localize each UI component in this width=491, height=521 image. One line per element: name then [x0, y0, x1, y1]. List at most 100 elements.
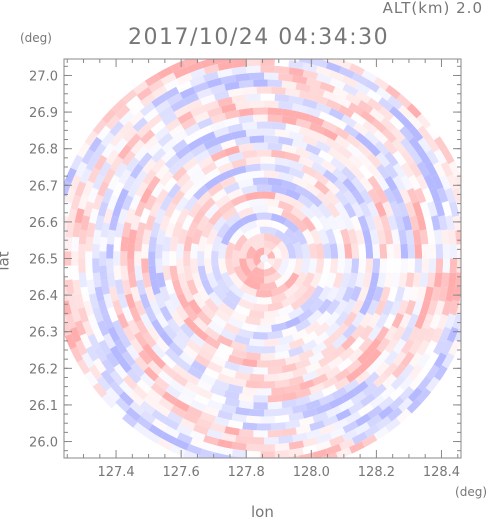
scan-cell	[319, 81, 336, 94]
scan-cell	[284, 316, 302, 329]
scan-cell	[312, 448, 329, 458]
scan-cell	[367, 163, 382, 180]
scan-cell	[334, 299, 349, 316]
scan-cell	[220, 367, 237, 378]
scan-cell	[112, 201, 124, 218]
scan-cell	[70, 154, 84, 171]
scan-cell	[186, 279, 199, 296]
scan-cell	[334, 310, 350, 327]
scan-cell	[310, 215, 324, 232]
scan-cell	[168, 208, 182, 225]
scan-cell	[260, 317, 276, 326]
scan-cell	[193, 326, 209, 342]
scan-cell	[212, 285, 227, 301]
scan-cell	[120, 251, 128, 266]
scan-cell	[281, 179, 298, 192]
scan-cell	[161, 138, 177, 154]
scan-cell	[288, 167, 305, 179]
scan-cell	[360, 393, 376, 408]
scan-cell	[304, 182, 321, 197]
scan-cell	[305, 428, 322, 440]
scan-cell	[112, 181, 125, 198]
scan-cell	[122, 127, 138, 143]
scan-cell	[189, 430, 206, 442]
scan-cell	[245, 380, 261, 389]
scan-cell	[274, 343, 291, 353]
scan-cell	[237, 206, 254, 219]
scan-cell	[467, 286, 476, 301]
scan-cell	[151, 85, 168, 99]
scan-cell	[350, 215, 362, 232]
scan-cell	[207, 320, 224, 335]
scan-cell	[342, 83, 359, 97]
scan-cell	[161, 112, 178, 126]
scan-cell	[334, 368, 351, 382]
scan-cell	[118, 110, 134, 126]
scan-cell	[310, 285, 324, 302]
scan-cell	[376, 272, 387, 288]
scan-cell	[357, 403, 374, 418]
scan-cell	[380, 214, 391, 231]
scan-cell	[197, 250, 205, 267]
scan-cell	[108, 286, 119, 302]
scan-cell	[184, 123, 201, 137]
scan-cell	[334, 286, 347, 303]
scan-cell	[210, 393, 227, 405]
scan-cell	[65, 279, 75, 295]
scan-cell	[329, 243, 339, 259]
scan-cell	[325, 137, 341, 151]
scan-cell	[332, 86, 349, 99]
scan-cell	[154, 208, 166, 225]
scan-cell	[158, 106, 175, 120]
scan-cell	[355, 229, 365, 245]
scan-cell	[431, 286, 441, 302]
scan-cell	[364, 79, 380, 93]
scan-cell	[220, 139, 237, 150]
scan-cell	[141, 243, 149, 259]
scan-cell	[355, 132, 371, 147]
scan-cell	[416, 339, 430, 356]
scan-cell	[231, 59, 247, 68]
scan-cell	[214, 308, 231, 323]
scan-cell	[307, 192, 323, 208]
scan-cell	[319, 59, 324, 60]
scan-cell	[259, 281, 278, 291]
scan-cell	[248, 198, 265, 208]
scan-cell	[398, 229, 408, 245]
scan-cell	[317, 228, 330, 245]
scan-cell	[164, 154, 180, 170]
scan-cell	[406, 187, 419, 204]
scan-cell	[294, 184, 312, 199]
scan-cell	[239, 258, 252, 277]
scan-cell	[295, 358, 312, 370]
scan-cell	[203, 137, 220, 150]
scan-cell	[382, 201, 394, 217]
scan-cell	[334, 377, 350, 391]
scan-cell	[220, 74, 237, 85]
scan-cell	[67, 293, 78, 309]
scan-cell	[307, 309, 323, 325]
scan-cell	[213, 90, 230, 101]
scan-cell	[139, 101, 156, 117]
x-axis-label: lon	[251, 503, 274, 521]
scan-cell	[148, 265, 158, 281]
scan-cell	[260, 345, 276, 354]
scan-cell	[127, 229, 138, 245]
scan-cell	[290, 206, 307, 221]
scan-cell	[260, 381, 276, 389]
scan-cell	[464, 201, 474, 216]
scan-cell	[439, 326, 452, 343]
scan-cell	[339, 346, 355, 362]
scan-cell	[127, 272, 138, 288]
scan-cell	[252, 303, 269, 312]
scan-cell	[351, 299, 365, 316]
scan-cell	[217, 438, 233, 449]
scan-cell	[287, 306, 305, 320]
scan-cell	[343, 258, 353, 274]
scan-cell	[183, 305, 199, 322]
scan-cell	[85, 251, 93, 266]
scan-cell	[220, 328, 237, 342]
scan-cell	[101, 108, 117, 124]
scan-cell	[382, 373, 397, 389]
scan-cell	[449, 258, 458, 274]
